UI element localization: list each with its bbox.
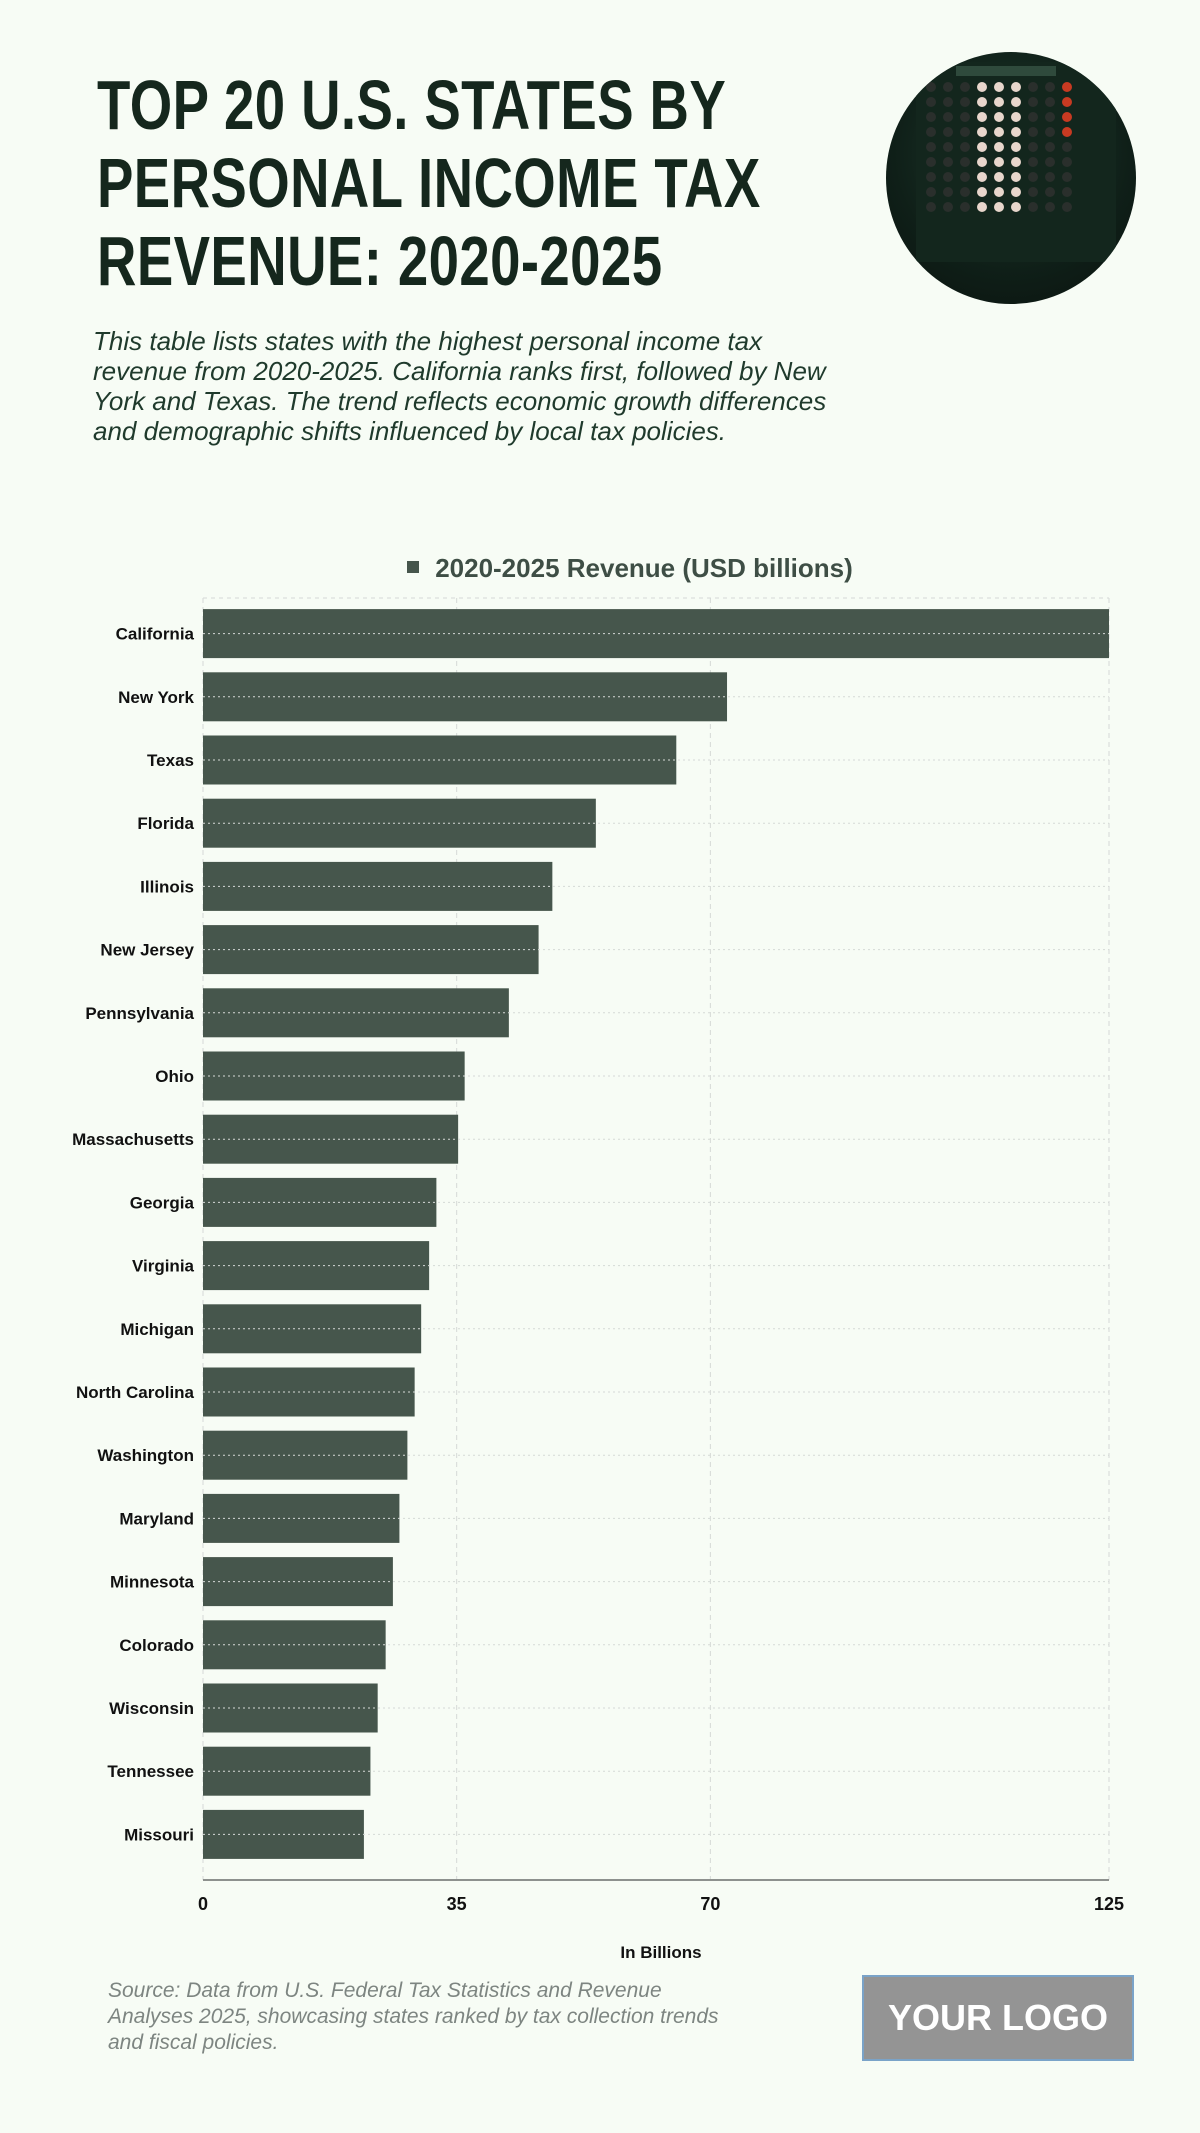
description: This table lists states with the highest… — [93, 326, 827, 446]
bar-maryland — [203, 1493, 400, 1543]
category-label: Wisconsin — [109, 1699, 194, 1718]
logo-placeholder: YOUR LOGO — [862, 1975, 1134, 2061]
x-tick-label: 70 — [700, 1894, 720, 1914]
category-label: California — [116, 625, 195, 644]
category-label: Florida — [137, 814, 194, 833]
title-line: PERSONAL INCOME TAX — [97, 144, 761, 222]
category-label: Colorado — [119, 1636, 194, 1655]
legend-label: 2020-2025 Revenue (USD billions) — [435, 553, 853, 583]
category-label: Virginia — [132, 1257, 195, 1276]
category-label: Texas — [147, 751, 194, 770]
x-axis-label: In Billions — [620, 1943, 701, 1962]
source-note: Source: Data from U.S. Federal Tax Stati… — [108, 1979, 719, 2054]
legend-swatch — [407, 561, 420, 574]
category-label: Maryland — [119, 1509, 194, 1528]
bar-virginia — [203, 1241, 430, 1291]
category-label: Missouri — [124, 1825, 194, 1844]
category-label: Illinois — [140, 877, 194, 896]
title-line: REVENUE: 2020-2025 — [97, 222, 663, 300]
bar-chart: California New York Texas Florida Illinois Ne… — [72, 597, 1124, 1962]
category-label: Minnesota — [110, 1573, 195, 1592]
x-tick-label: 35 — [447, 1894, 467, 1914]
category-label: New Jersey — [100, 941, 194, 960]
title-line: TOP 20 U.S. STATES BY — [97, 66, 727, 144]
category-label: Pennsylvania — [85, 1004, 194, 1023]
chart-legend: 2020-2025 Revenue (USD billions) — [0, 553, 1200, 584]
page-title: TOP 20 U.S. STATES BY PERSONAL INCOME TA… — [97, 66, 799, 300]
category-label: Ohio — [155, 1067, 194, 1086]
bar-tennessee — [203, 1746, 371, 1796]
bar-massachusetts — [203, 1114, 459, 1164]
x-tick-label: 0 — [198, 1894, 208, 1914]
category-label: Massachusetts — [72, 1130, 194, 1149]
logo-text: YOUR LOGO — [887, 1997, 1108, 2038]
calculator-keys-image — [916, 62, 1116, 262]
category-label: Georgia — [130, 1193, 195, 1212]
x-tick-label: 125 — [1094, 1894, 1124, 1914]
category-label: North Carolina — [76, 1383, 195, 1402]
category-label: New York — [118, 688, 194, 707]
calculator-photo — [886, 52, 1136, 304]
category-label: Washington — [97, 1446, 194, 1465]
category-label: Tennessee — [107, 1762, 194, 1781]
category-label: Michigan — [120, 1320, 194, 1339]
